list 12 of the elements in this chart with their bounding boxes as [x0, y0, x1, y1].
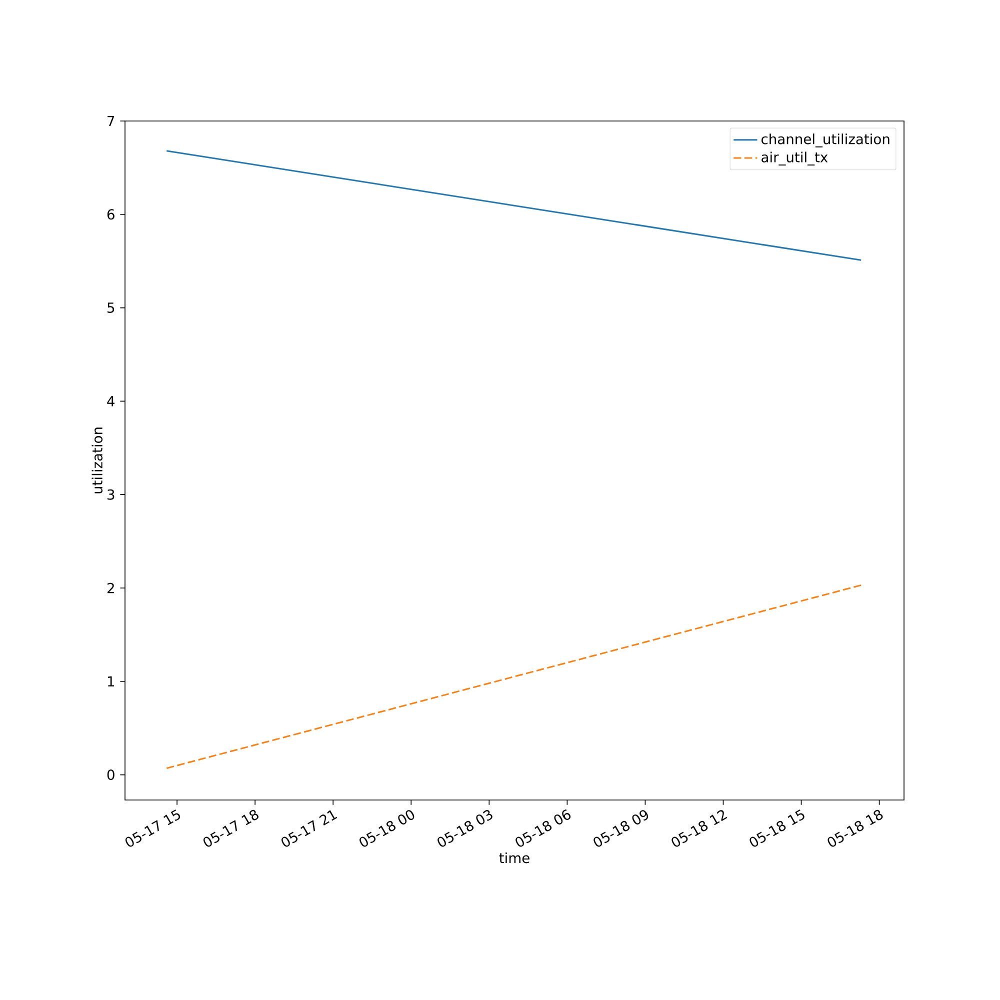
- y-tick-label: 7: [108, 116, 114, 126]
- y-tick-label: 5: [108, 302, 114, 313]
- y-axis-title: utilization: [92, 428, 102, 494]
- x-axis-title: time: [499, 852, 530, 864]
- y-tick-label: 2: [107, 582, 114, 594]
- y-tick-label: 6: [107, 209, 114, 220]
- legend-label: channel_utilization: [762, 134, 890, 148]
- y-tick-label: 0: [107, 770, 114, 780]
- y-tick-label: 3: [108, 489, 114, 500]
- y-tick-label: 1: [108, 676, 114, 686]
- y-tick-label: 4: [107, 396, 115, 406]
- legend-label: air_util_tx: [762, 152, 828, 166]
